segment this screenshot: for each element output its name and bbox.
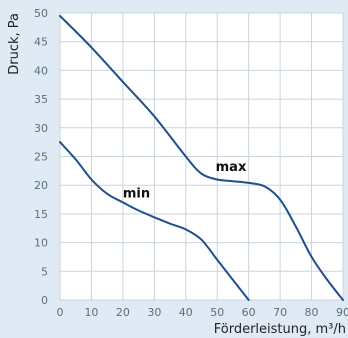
y-tick-label: 45 — [34, 36, 48, 49]
y-tick-label: 20 — [34, 179, 48, 192]
y-tick-label: 5 — [41, 265, 48, 278]
x-tick-label: 20 — [116, 306, 130, 319]
y-tick-label: 40 — [34, 64, 48, 77]
series-line-max — [59, 14, 344, 301]
x-tick-label: 10 — [84, 306, 98, 319]
series-lines — [59, 14, 344, 301]
x-tick-label: 70 — [273, 306, 287, 319]
x-tick-label: 0 — [57, 306, 64, 319]
y-tick-label: 35 — [34, 93, 48, 106]
y-tick-label: 10 — [34, 237, 48, 250]
y-tick-labels: 0 5 10 15 20 25 30 35 40 45 50 — [34, 7, 48, 307]
y-tick-label: 25 — [34, 151, 48, 164]
series-line-min — [59, 141, 250, 301]
y-tick-label: 0 — [41, 294, 48, 307]
x-tick-label: 80 — [305, 306, 319, 319]
y-axis-title: Druck, Pa — [7, 13, 22, 75]
series-label-min: min — [123, 186, 150, 201]
grid-lines — [59, 12, 344, 301]
series-label-max: max — [216, 160, 247, 175]
y-tick-label: 30 — [34, 122, 48, 135]
y-tick-label: 50 — [34, 7, 48, 20]
x-axis-title: Förderleistung, m³/h — [214, 322, 346, 337]
y-tick-label: 15 — [34, 208, 48, 221]
x-tick-label: 40 — [179, 306, 193, 319]
x-tick-label: 60 — [242, 306, 256, 319]
x-tick-labels: 0 10 20 30 40 50 60 70 80 90 — [57, 306, 348, 319]
x-tick-label: 50 — [210, 306, 224, 319]
x-tick-label: 90 — [336, 306, 348, 319]
x-tick-label: 30 — [147, 306, 161, 319]
